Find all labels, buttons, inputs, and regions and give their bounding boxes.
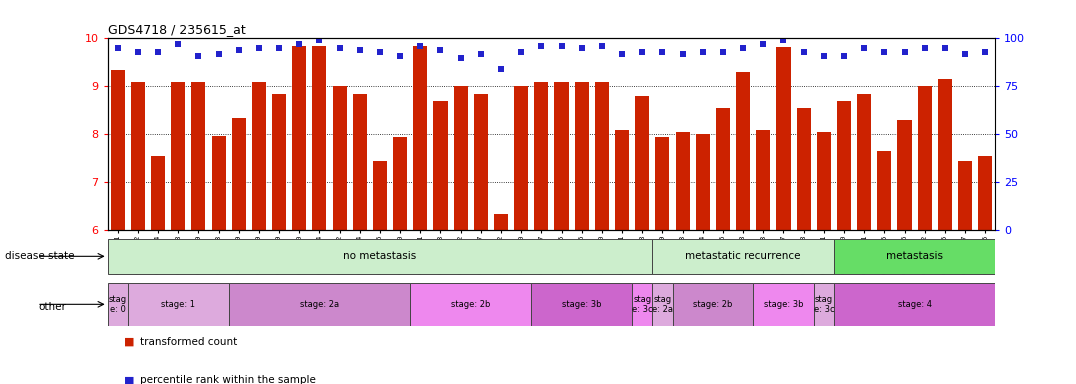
Bar bbox=[716, 108, 730, 230]
Text: GDS4718 / 235615_at: GDS4718 / 235615_at bbox=[108, 23, 245, 36]
Bar bbox=[393, 137, 407, 230]
Bar bbox=[632, 283, 652, 326]
Text: stage: 2a: stage: 2a bbox=[300, 300, 339, 309]
Bar bbox=[535, 82, 549, 230]
Bar bbox=[111, 70, 125, 230]
Bar bbox=[293, 46, 307, 230]
Bar bbox=[231, 118, 245, 230]
Bar bbox=[434, 101, 448, 230]
Bar bbox=[918, 86, 932, 230]
Bar bbox=[229, 283, 410, 326]
Bar bbox=[813, 283, 834, 326]
Bar bbox=[837, 101, 851, 230]
Text: ■: ■ bbox=[124, 375, 134, 384]
Bar bbox=[672, 283, 753, 326]
Text: metastasis: metastasis bbox=[887, 251, 943, 262]
Bar bbox=[897, 120, 911, 230]
Text: stage: 2b: stage: 2b bbox=[693, 300, 733, 309]
Bar bbox=[454, 86, 468, 230]
Bar bbox=[938, 79, 952, 230]
Text: stag
e: 2a: stag e: 2a bbox=[652, 295, 672, 314]
Bar bbox=[696, 134, 710, 230]
Bar bbox=[252, 82, 266, 230]
Bar bbox=[575, 82, 589, 230]
Text: stage: 1: stage: 1 bbox=[161, 300, 195, 309]
Bar bbox=[877, 151, 891, 230]
Bar bbox=[615, 130, 629, 230]
Bar bbox=[108, 239, 652, 274]
Bar bbox=[473, 94, 487, 230]
Text: ■: ■ bbox=[124, 337, 134, 347]
Bar bbox=[108, 283, 128, 326]
Bar bbox=[353, 94, 367, 230]
Bar bbox=[796, 108, 810, 230]
Bar bbox=[494, 214, 508, 230]
Text: stage: 3b: stage: 3b bbox=[764, 300, 803, 309]
Bar bbox=[676, 132, 690, 230]
Bar bbox=[410, 283, 532, 326]
Bar bbox=[777, 47, 791, 230]
Text: stag
e: 3c: stag e: 3c bbox=[632, 295, 652, 314]
Bar bbox=[171, 82, 185, 230]
Bar bbox=[595, 82, 609, 230]
Bar bbox=[817, 132, 831, 230]
Text: stage: 4: stage: 4 bbox=[897, 300, 932, 309]
Text: other: other bbox=[39, 302, 67, 312]
Text: stag
e: 3c: stag e: 3c bbox=[813, 295, 834, 314]
Bar bbox=[151, 156, 165, 230]
Bar bbox=[978, 156, 992, 230]
Text: stage: 2b: stage: 2b bbox=[451, 300, 491, 309]
Bar bbox=[736, 72, 750, 230]
Bar bbox=[128, 283, 229, 326]
Bar bbox=[514, 86, 528, 230]
Bar bbox=[834, 239, 995, 274]
Bar bbox=[332, 86, 346, 230]
Bar bbox=[532, 283, 633, 326]
Text: stag
e: 0: stag e: 0 bbox=[109, 295, 127, 314]
Text: no metastasis: no metastasis bbox=[343, 251, 416, 262]
Bar bbox=[655, 137, 669, 230]
Bar bbox=[413, 46, 427, 230]
Text: stage: 3b: stage: 3b bbox=[562, 300, 601, 309]
Text: disease state: disease state bbox=[5, 251, 75, 261]
Bar bbox=[373, 161, 387, 230]
Bar bbox=[554, 82, 568, 230]
Bar bbox=[192, 82, 206, 230]
Bar bbox=[756, 130, 770, 230]
Text: metastatic recurrence: metastatic recurrence bbox=[685, 251, 801, 262]
Bar bbox=[652, 239, 834, 274]
Bar bbox=[834, 283, 995, 326]
Bar bbox=[212, 136, 226, 230]
Text: percentile rank within the sample: percentile rank within the sample bbox=[140, 375, 315, 384]
Bar bbox=[131, 82, 145, 230]
Text: transformed count: transformed count bbox=[140, 337, 237, 347]
Bar bbox=[635, 96, 649, 230]
Bar bbox=[652, 283, 672, 326]
Bar bbox=[312, 46, 326, 230]
Bar bbox=[858, 94, 872, 230]
Bar bbox=[272, 94, 286, 230]
Bar bbox=[753, 283, 813, 326]
Bar bbox=[958, 161, 972, 230]
